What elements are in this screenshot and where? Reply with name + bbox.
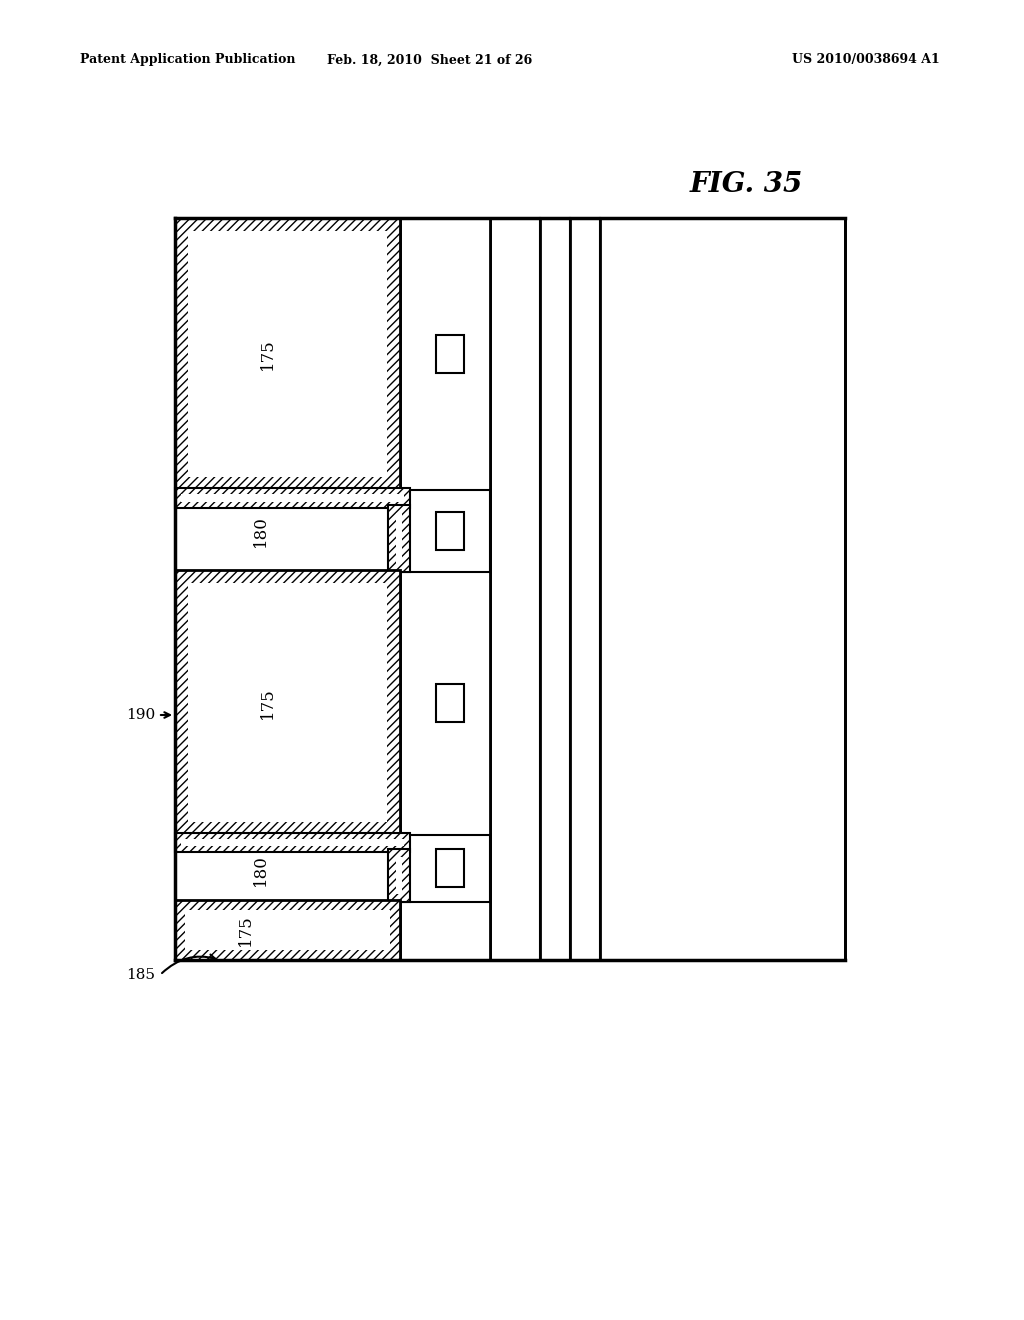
- Text: 175: 175: [237, 915, 254, 946]
- Text: 180: 180: [252, 515, 268, 546]
- Bar: [175, 900, 400, 960]
- Text: 190: 190: [126, 708, 155, 722]
- Bar: [436, 512, 464, 550]
- Bar: [388, 506, 410, 572]
- Text: 175: 175: [258, 688, 275, 719]
- Bar: [175, 570, 400, 836]
- Bar: [188, 583, 387, 822]
- Text: 185: 185: [126, 968, 155, 982]
- Text: FIG. 35: FIG. 35: [690, 172, 803, 198]
- Text: US 2010/0038694 A1: US 2010/0038694 A1: [793, 54, 940, 66]
- Bar: [492, 220, 843, 958]
- Bar: [396, 513, 402, 564]
- Text: Patent Application Publication: Patent Application Publication: [80, 54, 296, 66]
- Bar: [181, 840, 404, 846]
- Text: 180: 180: [252, 854, 268, 886]
- Bar: [185, 909, 390, 950]
- Bar: [400, 218, 490, 960]
- Bar: [436, 684, 464, 722]
- Bar: [400, 490, 490, 572]
- Bar: [181, 494, 404, 502]
- Bar: [175, 218, 400, 490]
- Bar: [400, 836, 490, 902]
- Bar: [490, 218, 845, 960]
- Bar: [175, 833, 410, 851]
- Bar: [175, 488, 410, 508]
- Bar: [188, 231, 387, 477]
- Bar: [436, 849, 464, 887]
- Bar: [388, 849, 410, 902]
- Bar: [396, 857, 402, 894]
- Text: Feb. 18, 2010  Sheet 21 of 26: Feb. 18, 2010 Sheet 21 of 26: [328, 54, 532, 66]
- Bar: [436, 335, 464, 374]
- Text: 175: 175: [258, 338, 275, 370]
